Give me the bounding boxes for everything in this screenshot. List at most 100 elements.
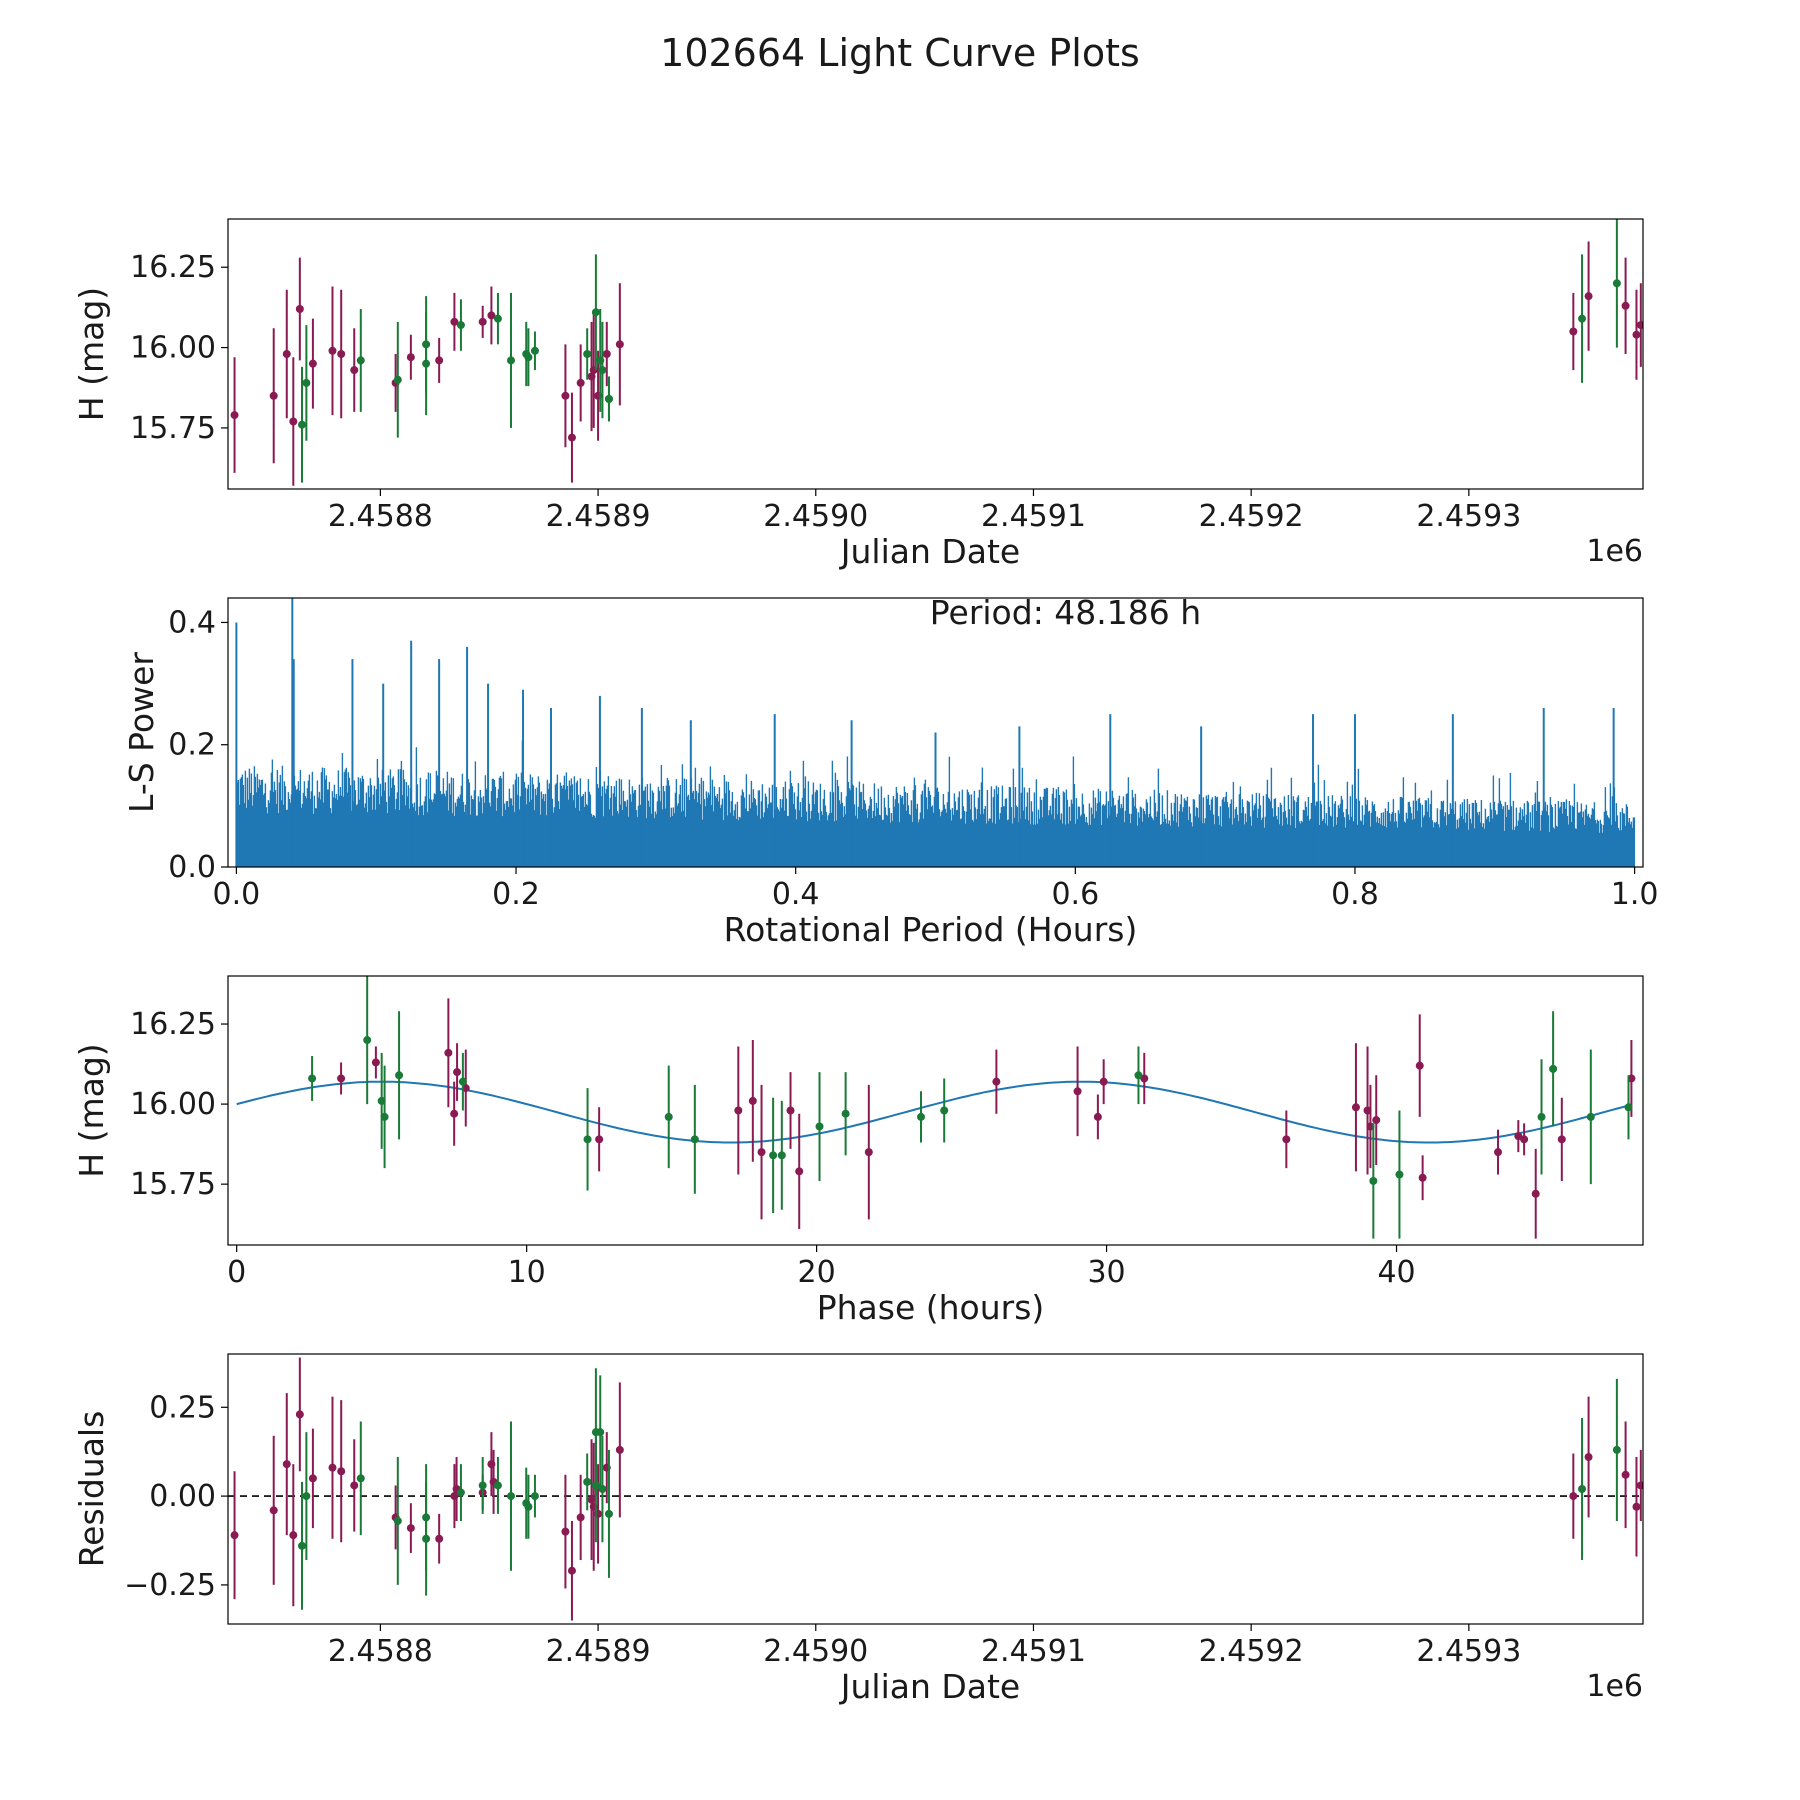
chart-phased: 0 10 20 30 40 15.75 16.00 16.25 Phase (hours) H (… bbox=[72, 975, 1644, 1327]
data-point bbox=[769, 1151, 778, 1160]
periodogram-plot-area bbox=[235, 598, 1636, 867]
series-magenta bbox=[230, 241, 1643, 486]
data-point bbox=[363, 1036, 372, 1045]
data-point bbox=[917, 1112, 926, 1121]
x-tick-label: 2.4591 bbox=[981, 1634, 1086, 1669]
data-point bbox=[1578, 314, 1587, 323]
series-magenta bbox=[230, 1357, 1643, 1621]
data-point bbox=[604, 1509, 613, 1518]
y-tick-label: 16.25 bbox=[130, 250, 216, 285]
lightcurve-plot-area bbox=[230, 219, 1643, 486]
data-point bbox=[230, 1531, 239, 1540]
data-point bbox=[576, 378, 585, 387]
data-point bbox=[1569, 1492, 1578, 1501]
data-point bbox=[757, 1148, 766, 1157]
data-point bbox=[1636, 321, 1643, 330]
data-point bbox=[295, 305, 304, 313]
data-point bbox=[1636, 1481, 1643, 1490]
y-tick-label: 15.75 bbox=[130, 411, 216, 446]
data-point bbox=[302, 378, 311, 387]
data-point bbox=[456, 321, 465, 330]
data-point bbox=[815, 1122, 824, 1131]
data-point bbox=[453, 1068, 462, 1077]
x-tick-label: 2.4592 bbox=[1199, 1634, 1304, 1669]
data-point bbox=[1632, 1502, 1641, 1511]
data-point bbox=[1531, 1189, 1540, 1198]
data-point bbox=[450, 1109, 459, 1118]
data-point bbox=[422, 1534, 431, 1543]
data-point bbox=[561, 1527, 570, 1536]
data-point bbox=[328, 346, 337, 355]
data-point bbox=[435, 356, 444, 365]
y-tick-label: −0.25 bbox=[124, 1568, 216, 1603]
x-tick-label: 0.0 bbox=[213, 877, 261, 912]
data-point bbox=[350, 1481, 359, 1490]
x-tick-label: 2.4593 bbox=[1416, 499, 1521, 534]
data-point bbox=[337, 1467, 346, 1476]
data-point bbox=[1395, 1170, 1404, 1179]
y-axis-label: Residuals bbox=[72, 1411, 111, 1568]
data-point bbox=[583, 1135, 592, 1144]
residuals-frame bbox=[227, 1353, 1644, 1625]
y-tick-label: 0.2 bbox=[168, 728, 216, 763]
data-point bbox=[1632, 330, 1641, 339]
x-tick-label: 2.4589 bbox=[546, 1634, 651, 1669]
y-axis-label: H (mag) bbox=[72, 1043, 111, 1177]
data-point bbox=[1624, 1103, 1633, 1112]
data-point bbox=[1612, 279, 1621, 288]
data-point bbox=[269, 1506, 278, 1515]
y-tick-label: 15.75 bbox=[130, 1167, 216, 1202]
data-point bbox=[524, 1502, 533, 1511]
data-point bbox=[734, 1106, 743, 1115]
data-point bbox=[1569, 327, 1578, 336]
y-axis-label: L-S Power bbox=[122, 652, 161, 813]
data-point bbox=[598, 1485, 607, 1493]
data-point bbox=[602, 350, 611, 358]
data-point bbox=[1612, 1445, 1621, 1454]
data-point bbox=[1586, 1112, 1595, 1121]
x-tick-label: 2.4588 bbox=[328, 1634, 433, 1669]
data-point bbox=[595, 1135, 604, 1144]
data-point bbox=[690, 1135, 699, 1144]
x-tick-label: 2.4590 bbox=[763, 499, 868, 534]
residuals-plot-area bbox=[228, 1357, 1643, 1621]
data-point bbox=[308, 359, 317, 368]
x-tick-label: 2.4589 bbox=[546, 499, 651, 534]
data-point bbox=[598, 366, 607, 375]
series-green bbox=[298, 219, 1621, 483]
data-point bbox=[748, 1096, 757, 1105]
data-point bbox=[230, 411, 239, 420]
data-point bbox=[567, 1566, 576, 1575]
data-point bbox=[308, 1074, 317, 1083]
data-point bbox=[308, 1474, 317, 1483]
data-point bbox=[1557, 1135, 1566, 1144]
data-point bbox=[583, 1477, 592, 1486]
data-point bbox=[395, 1071, 404, 1080]
chart-periodogram: Period: 48.186 h 0.0 0.2 0.4 0.6 0.8 1.0 0.0 0.2… bbox=[122, 593, 1658, 949]
data-point bbox=[282, 1460, 291, 1469]
data-point bbox=[1549, 1064, 1558, 1073]
data-point bbox=[1073, 1087, 1082, 1096]
data-point bbox=[604, 395, 613, 403]
data-point bbox=[350, 366, 359, 375]
data-point bbox=[596, 1428, 605, 1437]
x-tick-label: 2.4593 bbox=[1416, 1634, 1521, 1669]
data-point bbox=[298, 420, 307, 429]
x-tick-label: 10 bbox=[508, 1255, 546, 1290]
data-point bbox=[328, 1463, 337, 1472]
panels: 2.4588 2.4589 2.4590 2.4591 2.4592 2.4593 15.7… bbox=[72, 218, 1658, 1706]
x-tick-label: 0 bbox=[227, 1255, 246, 1290]
data-point bbox=[422, 359, 431, 368]
data-point bbox=[507, 1492, 515, 1501]
data-point bbox=[507, 356, 515, 365]
data-point bbox=[841, 1109, 850, 1118]
data-point bbox=[493, 1481, 502, 1490]
series-green bbox=[298, 1368, 1621, 1610]
x-tick-label: 20 bbox=[798, 1255, 836, 1290]
data-point bbox=[478, 317, 487, 326]
x-axis-label: Rotational Period (Hours) bbox=[724, 910, 1138, 949]
data-point bbox=[493, 314, 502, 323]
data-point bbox=[786, 1106, 795, 1115]
data-point bbox=[530, 1492, 539, 1501]
